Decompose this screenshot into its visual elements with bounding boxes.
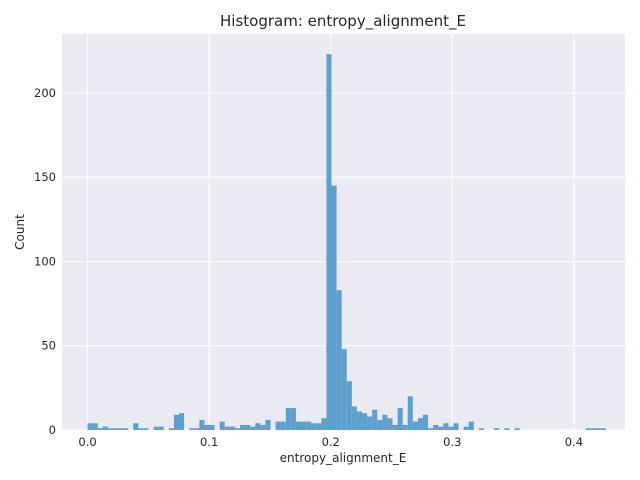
histogram-bar xyxy=(280,421,286,430)
histogram-bar xyxy=(504,428,510,430)
histogram-bar xyxy=(179,413,185,430)
x-axis-ticks: 0.0 0.1 0.2 0.3 0.4 xyxy=(78,435,583,449)
histogram-bar xyxy=(290,408,296,430)
histogram-bar xyxy=(478,428,484,430)
histogram-bar xyxy=(133,423,139,430)
histogram-bar xyxy=(306,421,312,430)
histogram-bar xyxy=(194,428,200,430)
histogram-bar xyxy=(219,421,225,430)
histogram-bar xyxy=(468,421,474,430)
histogram-bar xyxy=(407,396,413,430)
histogram-bar xyxy=(356,411,363,430)
histogram-bar xyxy=(260,424,266,430)
x-axis-label: entropy_alignment_E xyxy=(280,451,407,465)
histogram-bar xyxy=(367,416,373,430)
histogram-bar xyxy=(295,421,302,430)
histogram-bar xyxy=(321,418,327,430)
y-tick-label: 200 xyxy=(34,86,56,100)
histogram-bar xyxy=(351,406,357,430)
histogram-bar xyxy=(240,424,246,430)
histogram-bar xyxy=(204,424,210,430)
histogram-bar xyxy=(600,428,606,430)
histogram-bar xyxy=(199,419,205,430)
histogram-bars xyxy=(87,54,606,430)
histogram-bar xyxy=(234,428,241,430)
y-axis-label: Count xyxy=(13,214,27,250)
histogram-bar xyxy=(372,409,378,430)
histogram-bar xyxy=(433,424,439,430)
x-tick-label: 0.2 xyxy=(322,435,340,449)
histogram-bar xyxy=(209,424,215,430)
y-tick-label: 150 xyxy=(34,170,56,184)
histogram-bar xyxy=(585,428,591,430)
histogram-bar xyxy=(97,428,103,430)
y-axis-ticks: 0 50 100 150 200 xyxy=(34,86,56,437)
histogram-bar xyxy=(87,423,93,430)
histogram-bar xyxy=(118,428,124,430)
x-tick-label: 0.4 xyxy=(565,435,583,449)
histogram-bar xyxy=(336,290,342,430)
histogram-bar xyxy=(397,408,403,430)
histogram-bar xyxy=(326,54,332,430)
histogram-bar xyxy=(123,428,129,430)
histogram-bar xyxy=(143,428,149,430)
histogram-bar xyxy=(102,426,108,430)
histogram-bar xyxy=(423,414,429,430)
histogram-bar xyxy=(107,428,113,430)
x-tick-label: 0.1 xyxy=(200,435,218,449)
histogram-bar xyxy=(443,423,449,430)
histogram-bar xyxy=(494,428,500,430)
histogram-bar xyxy=(514,428,520,430)
histogram-bar xyxy=(138,428,144,430)
histogram-bar xyxy=(428,428,434,430)
histogram-bar xyxy=(112,428,119,430)
histogram-bar xyxy=(275,421,281,430)
histogram-bar xyxy=(158,426,164,430)
histogram-bar xyxy=(377,419,383,430)
histogram-bar xyxy=(448,426,454,430)
histogram-bar xyxy=(285,408,291,430)
histogram-bar xyxy=(153,426,159,430)
histogram-bar xyxy=(224,426,230,430)
x-tick-label: 0.3 xyxy=(443,435,461,449)
histogram-bar xyxy=(362,413,368,430)
histogram-bar xyxy=(463,426,469,430)
histogram-bar xyxy=(595,428,601,430)
y-tick-label: 100 xyxy=(34,254,56,268)
histogram-bar xyxy=(265,419,271,430)
x-tick-label: 0.0 xyxy=(78,435,96,449)
histogram-bar xyxy=(229,426,235,430)
histogram-bar xyxy=(168,428,174,430)
histogram-bar xyxy=(417,418,424,430)
histogram-bar xyxy=(245,424,251,430)
histogram-bar xyxy=(590,428,596,430)
histogram-bar xyxy=(189,428,195,430)
histogram-bar xyxy=(316,423,322,430)
histogram-bar xyxy=(255,423,261,430)
y-tick-label: 0 xyxy=(49,423,56,437)
histogram-bar xyxy=(331,185,337,430)
histogram-bar xyxy=(173,414,180,430)
histogram-bar xyxy=(301,421,307,430)
histogram-bar xyxy=(392,424,398,430)
histogram-bar xyxy=(382,414,388,430)
histogram-bar xyxy=(453,423,459,430)
histogram-bar xyxy=(402,424,408,430)
histogram-bar xyxy=(387,418,393,430)
histogram-bar xyxy=(438,426,444,430)
histogram-bar xyxy=(346,381,352,430)
histogram-bar xyxy=(341,349,347,430)
histogram-bar xyxy=(92,423,98,430)
histogram-bar xyxy=(250,426,256,430)
histogram-bar xyxy=(412,421,418,430)
histogram-bar xyxy=(311,423,317,430)
chart-title: Histogram: entropy_alignment_E xyxy=(220,12,466,31)
y-tick-label: 50 xyxy=(41,339,56,353)
